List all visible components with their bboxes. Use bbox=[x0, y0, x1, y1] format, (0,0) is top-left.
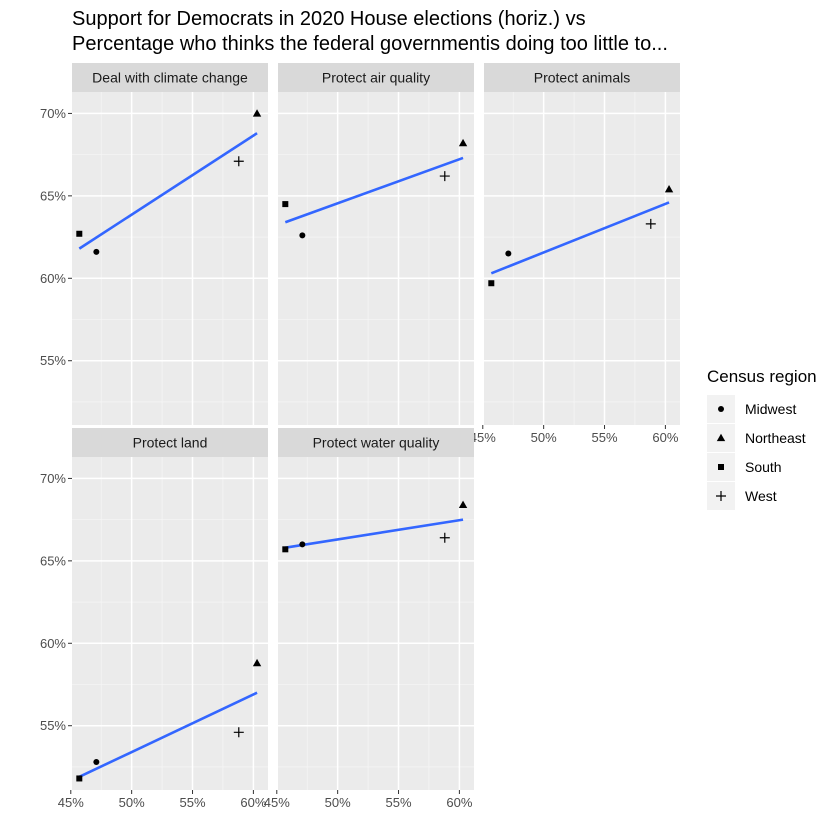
x-tick-label: 45% bbox=[58, 795, 84, 810]
point-south bbox=[76, 775, 83, 782]
panel-protect-water-quality: Protect water quality 45% 50% 55% 60% bbox=[264, 428, 474, 810]
panel-strip bbox=[278, 63, 474, 92]
panel-background bbox=[278, 457, 474, 790]
facet-panels: Deal with climate change55%60%65%70%Prot… bbox=[40, 63, 680, 810]
legend-title: Census region bbox=[707, 367, 817, 386]
point-west bbox=[233, 156, 244, 167]
panel-background bbox=[484, 92, 680, 425]
x-tick-label: 60% bbox=[446, 795, 472, 810]
point-midwest bbox=[299, 541, 306, 548]
panel-protect-animals: Protect animals 45% 50% 55% 60% bbox=[470, 63, 680, 445]
point-west bbox=[439, 532, 450, 543]
panel-strip-label: Protect land bbox=[133, 435, 208, 451]
panel-protect-land: Protect land 55% 60% 65% 70% 45% 50% 55% 60% bbox=[40, 428, 268, 810]
x-tick-label: 45% bbox=[470, 430, 496, 445]
point-west bbox=[645, 218, 656, 229]
point-south bbox=[282, 201, 289, 208]
trend-line bbox=[284, 156, 464, 224]
point-northeast bbox=[458, 138, 468, 147]
y-tick-label: 55% bbox=[40, 353, 66, 368]
y-tick-label: 55% bbox=[40, 718, 66, 733]
point-northeast bbox=[252, 109, 262, 117]
legend-label-midwest: Midwest bbox=[745, 401, 796, 417]
x-tick-label: 55% bbox=[386, 795, 412, 810]
point-south bbox=[76, 230, 83, 237]
trend-line bbox=[78, 691, 258, 778]
point-midwest bbox=[93, 758, 100, 765]
y-tick-label: 65% bbox=[40, 553, 66, 568]
legend-symbol-west bbox=[716, 491, 726, 501]
panel-strip-label: Protect water quality bbox=[313, 435, 440, 451]
y-tick-label: 70% bbox=[40, 106, 66, 121]
legend-symbol-northeast bbox=[716, 433, 726, 442]
panel-strip-label: Protect animals bbox=[534, 70, 630, 86]
legend-symbol-midwest bbox=[718, 406, 724, 412]
panel-protect-air-quality: Protect air quality bbox=[276, 63, 474, 425]
legend: Census region Midwest Northeast South West bbox=[707, 367, 817, 510]
y-tick-label: 60% bbox=[40, 636, 66, 651]
legend-key-west bbox=[707, 482, 735, 510]
point-midwest bbox=[299, 232, 306, 239]
chart-title-line-2: Percentage who thinks the federal govern… bbox=[72, 33, 668, 55]
y-tick-label: 60% bbox=[40, 271, 66, 286]
point-northeast bbox=[458, 500, 468, 508]
legend-key-south bbox=[707, 453, 735, 481]
chart-title-line-1: Support for Democrats in 2020 House elec… bbox=[72, 8, 586, 30]
x-tick-label: 55% bbox=[180, 795, 206, 810]
x-tick-label: 50% bbox=[531, 430, 557, 445]
legend-key-northeast bbox=[707, 424, 735, 452]
point-midwest bbox=[505, 250, 512, 257]
panel-strip bbox=[72, 428, 268, 457]
point-northeast bbox=[252, 658, 262, 667]
trend-line bbox=[78, 132, 258, 250]
x-tick-label: 50% bbox=[119, 795, 145, 810]
legend-label-west: West bbox=[745, 488, 777, 504]
panel-strip bbox=[484, 63, 680, 92]
x-tick-label: 45% bbox=[264, 795, 290, 810]
legend-label-northeast: Northeast bbox=[745, 430, 806, 446]
trend-line bbox=[285, 518, 464, 549]
panel-strip-label: Protect air quality bbox=[322, 70, 430, 86]
panel-strip bbox=[72, 63, 268, 92]
panel-background bbox=[278, 92, 474, 425]
point-northeast bbox=[664, 185, 674, 193]
point-west bbox=[439, 171, 450, 182]
y-tick-label: 65% bbox=[40, 188, 66, 203]
x-tick-label: 60% bbox=[240, 795, 266, 810]
point-west bbox=[233, 727, 244, 738]
point-south bbox=[488, 280, 495, 287]
trend-line bbox=[490, 201, 670, 275]
panel-strip-label: Deal with climate change bbox=[92, 70, 248, 86]
x-tick-label: 60% bbox=[652, 430, 678, 445]
panel-strip bbox=[278, 428, 474, 457]
legend-symbol-south bbox=[718, 464, 724, 470]
point-midwest bbox=[93, 248, 100, 255]
panel-deal-with-climate-change: Deal with climate change 55% 60% 65% 70% bbox=[40, 63, 268, 425]
legend-key-midwest bbox=[707, 395, 735, 423]
x-tick-label: 55% bbox=[592, 430, 618, 445]
y-tick-label: 70% bbox=[40, 471, 66, 486]
x-tick-label: 50% bbox=[325, 795, 351, 810]
legend-label-south: South bbox=[745, 459, 782, 475]
point-south bbox=[282, 546, 289, 553]
